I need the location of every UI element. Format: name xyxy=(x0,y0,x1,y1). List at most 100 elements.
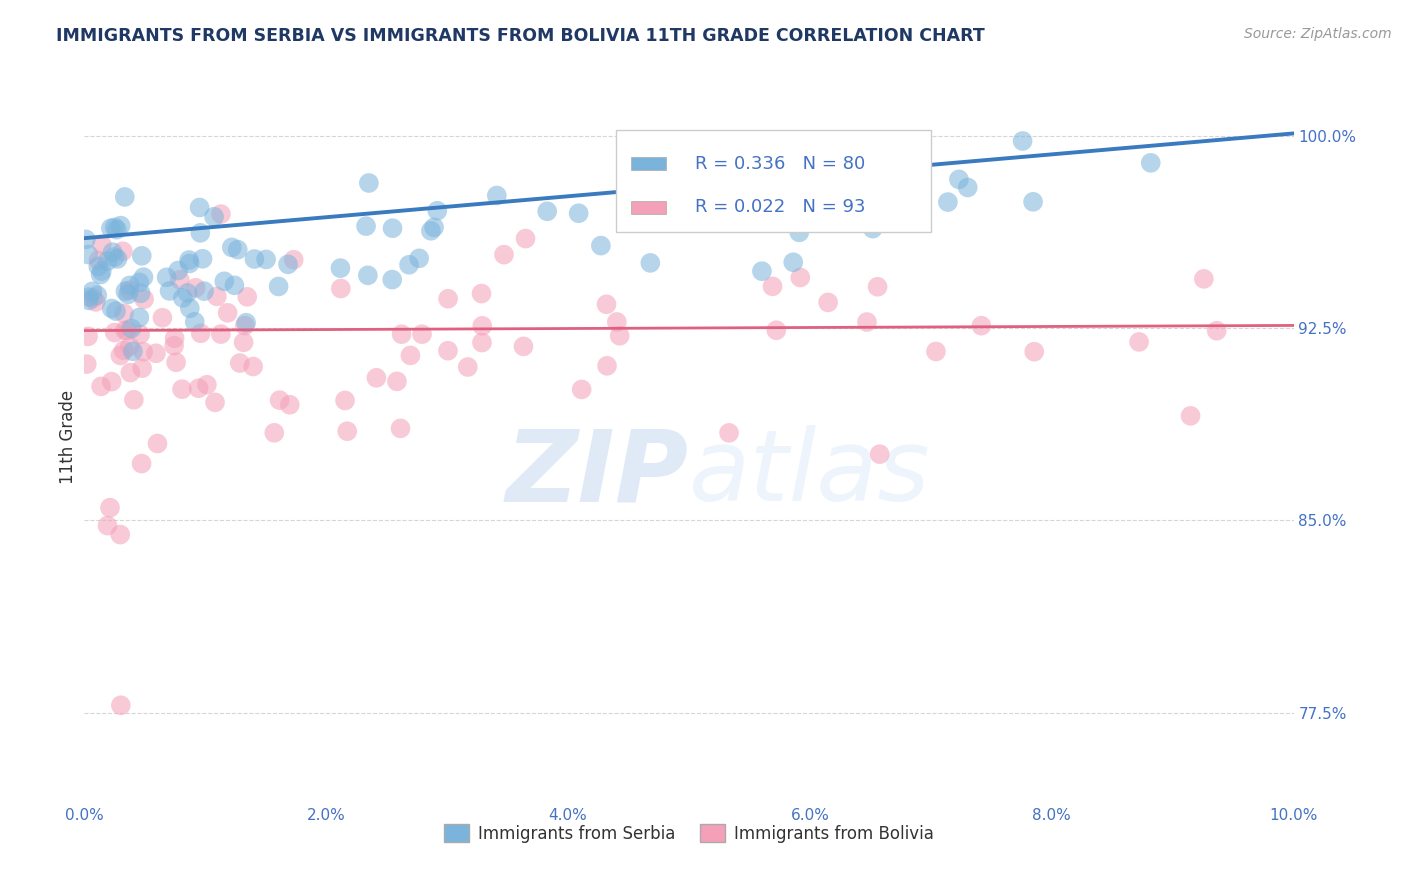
Point xyxy=(110,219,132,233)
Point xyxy=(381,272,404,286)
Point xyxy=(117,287,139,301)
Point xyxy=(110,698,132,713)
Point xyxy=(391,327,413,342)
Point xyxy=(471,318,494,333)
Point xyxy=(118,283,141,297)
Point xyxy=(84,295,107,310)
Point xyxy=(571,383,593,397)
Point xyxy=(101,245,124,260)
Point xyxy=(236,290,259,304)
Point xyxy=(512,339,534,353)
Point xyxy=(90,237,112,252)
Point xyxy=(640,256,662,270)
Point xyxy=(128,276,150,290)
Point xyxy=(408,252,430,266)
Point xyxy=(114,285,136,299)
FancyBboxPatch shape xyxy=(631,157,665,170)
Point xyxy=(96,518,118,533)
Point xyxy=(204,395,226,409)
Point xyxy=(184,281,207,295)
Point xyxy=(134,292,156,306)
Point xyxy=(132,344,155,359)
Point xyxy=(98,500,121,515)
Point xyxy=(90,379,112,393)
Point xyxy=(110,527,132,541)
Point xyxy=(267,279,290,293)
Point xyxy=(103,250,125,264)
Text: Source: ZipAtlas.com: Source: ZipAtlas.com xyxy=(1244,27,1392,41)
Point xyxy=(112,343,135,358)
Point xyxy=(118,339,141,353)
Point xyxy=(419,224,441,238)
Point xyxy=(765,323,787,337)
Point xyxy=(568,206,591,220)
Point xyxy=(82,285,104,299)
Point xyxy=(866,279,889,293)
Point xyxy=(114,323,136,337)
Point xyxy=(336,424,359,438)
Point xyxy=(77,247,100,261)
Point xyxy=(869,447,891,461)
Point xyxy=(152,310,174,325)
Legend: Immigrants from Serbia, Immigrants from Bolivia: Immigrants from Serbia, Immigrants from … xyxy=(437,818,941,849)
Point xyxy=(263,425,285,440)
Point xyxy=(398,258,420,272)
Point xyxy=(242,359,264,374)
Point xyxy=(718,425,741,440)
Point xyxy=(595,297,617,311)
Point xyxy=(470,286,492,301)
Point xyxy=(492,247,515,261)
Point xyxy=(156,270,179,285)
Point xyxy=(254,252,277,267)
Point xyxy=(110,348,132,362)
Point xyxy=(77,293,100,308)
Point xyxy=(105,222,128,236)
Point xyxy=(609,328,631,343)
Point xyxy=(120,366,142,380)
Point xyxy=(100,301,122,316)
Point xyxy=(269,393,291,408)
Point xyxy=(131,361,153,376)
Point xyxy=(82,291,104,305)
Point xyxy=(1128,334,1150,349)
Point xyxy=(145,346,167,360)
Point xyxy=(129,286,152,301)
Point xyxy=(948,172,970,186)
Point xyxy=(172,291,194,305)
Point xyxy=(1022,194,1045,209)
Point xyxy=(232,335,254,350)
Point xyxy=(131,249,153,263)
Point xyxy=(381,221,404,235)
Point xyxy=(411,327,433,342)
Point xyxy=(936,195,959,210)
Point xyxy=(105,304,128,318)
Point xyxy=(589,238,612,252)
Point xyxy=(209,207,232,221)
Point xyxy=(75,232,97,246)
Point xyxy=(165,355,187,369)
Point xyxy=(169,273,191,287)
Point xyxy=(163,339,186,353)
Point xyxy=(176,285,198,300)
Point xyxy=(118,278,141,293)
Text: atlas: atlas xyxy=(689,425,931,522)
Point xyxy=(87,260,110,274)
Point xyxy=(437,343,460,358)
Point xyxy=(90,264,112,278)
Point xyxy=(146,436,169,450)
Point xyxy=(179,256,201,270)
FancyBboxPatch shape xyxy=(631,201,665,214)
Point xyxy=(112,306,135,320)
Point xyxy=(333,393,356,408)
Point xyxy=(179,301,201,316)
Point xyxy=(77,329,100,343)
Point xyxy=(188,201,211,215)
Point xyxy=(170,382,193,396)
Point xyxy=(226,243,249,257)
Point xyxy=(76,357,98,371)
Point xyxy=(184,315,207,329)
Point xyxy=(366,371,388,385)
Point xyxy=(221,240,243,254)
Point xyxy=(177,252,200,267)
Point xyxy=(104,326,127,340)
